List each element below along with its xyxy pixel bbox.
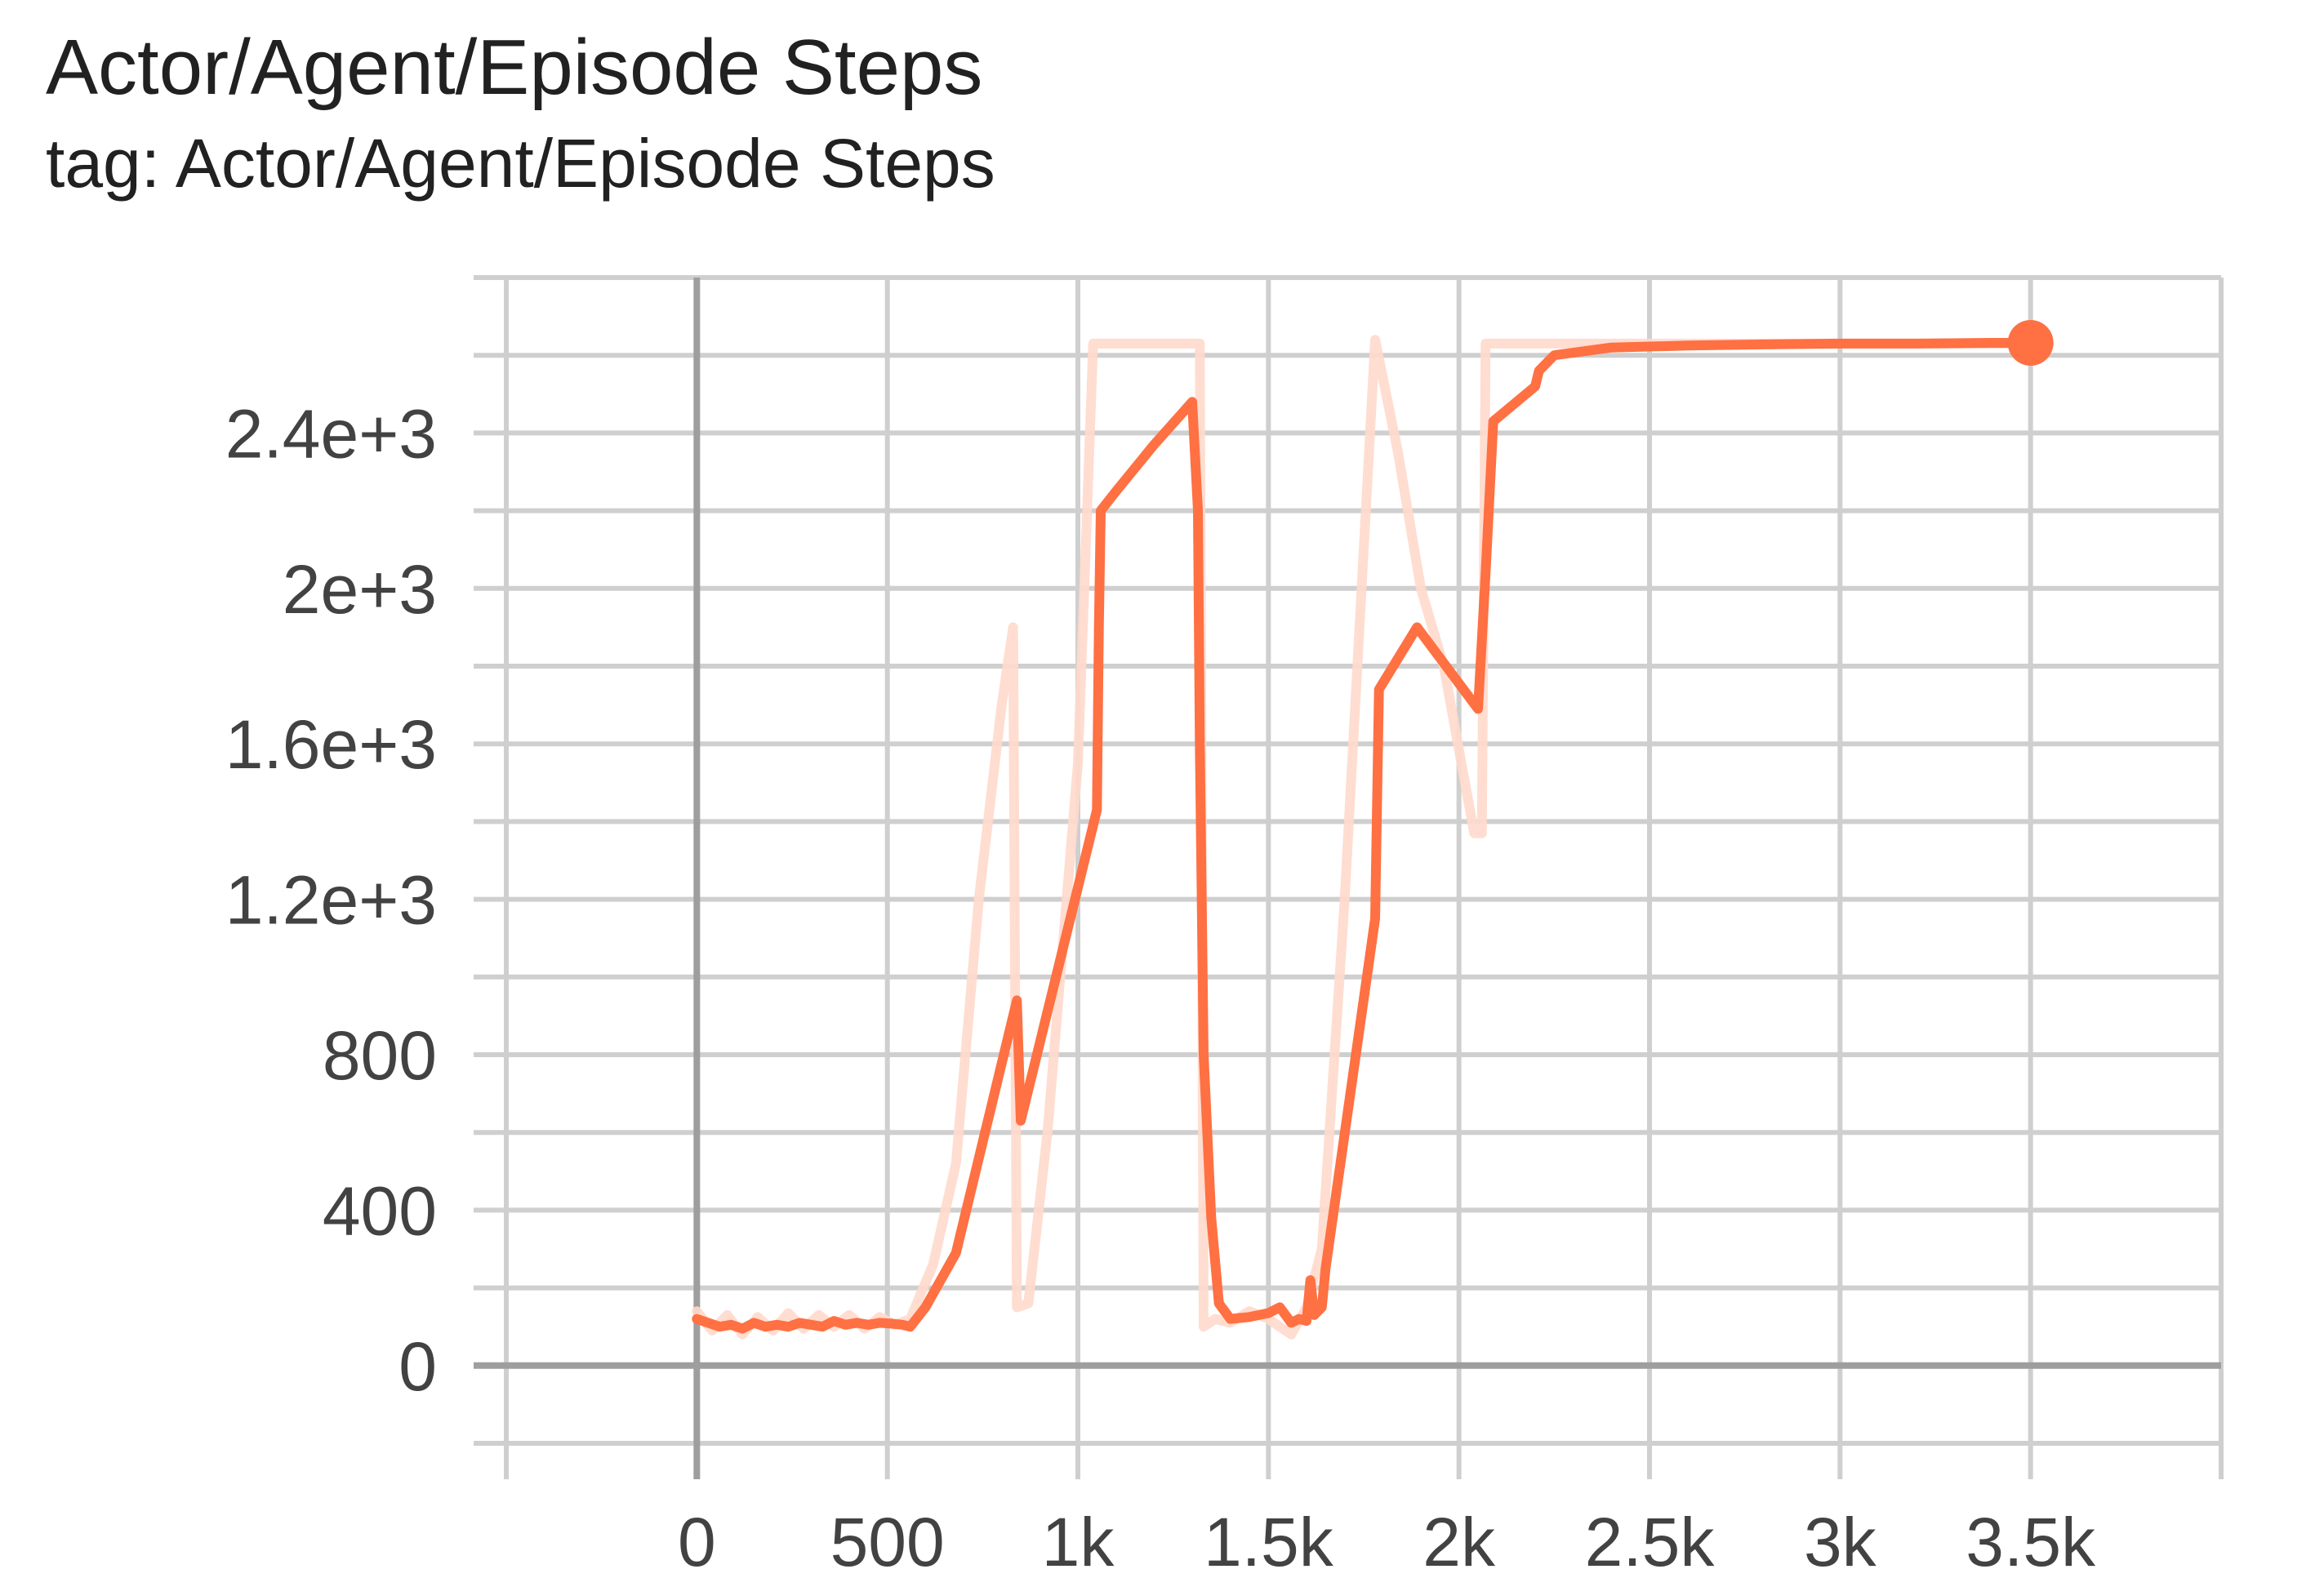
x-tick-label: 2k [1422, 1504, 1496, 1578]
x-tick-label: 0 [678, 1504, 716, 1578]
axis-layer [474, 278, 2221, 1479]
x-tick-label: 1k [1042, 1504, 1115, 1578]
y-tick-label: 800 [323, 1017, 437, 1094]
x-tick-label: 2.5k [1585, 1504, 1716, 1578]
x-tick-label: 500 [830, 1504, 945, 1578]
y-tick-label: 2e+3 [283, 551, 437, 628]
y-tick-label: 1.2e+3 [225, 862, 437, 939]
last-point-marker [2007, 319, 2054, 366]
chart-subtitle: tag: Actor/Agent/Episode Steps [46, 125, 995, 202]
chart-title: Actor/Agent/Episode Steps [46, 24, 983, 111]
x-tick-label: 3.5k [1966, 1504, 2096, 1578]
smoothed-series-line [692, 338, 2036, 1334]
y-tick-label: 2.4e+3 [225, 395, 437, 472]
tick-labels: 0 400 800 1.2e+3 1.6e+3 2e+3 2.4e+3 0 500 1k 1.5k 2… [225, 395, 2096, 1578]
x-tick-label: 1.5k [1204, 1504, 1334, 1578]
series-layer [692, 319, 2054, 1340]
y-tick-label: 400 [323, 1172, 437, 1249]
y-tick-label: 1.6e+3 [225, 706, 437, 783]
x-tick-label: 3k [1804, 1504, 1877, 1578]
y-tick-label: 0 [398, 1328, 437, 1405]
raw-series-line [692, 335, 2036, 1340]
